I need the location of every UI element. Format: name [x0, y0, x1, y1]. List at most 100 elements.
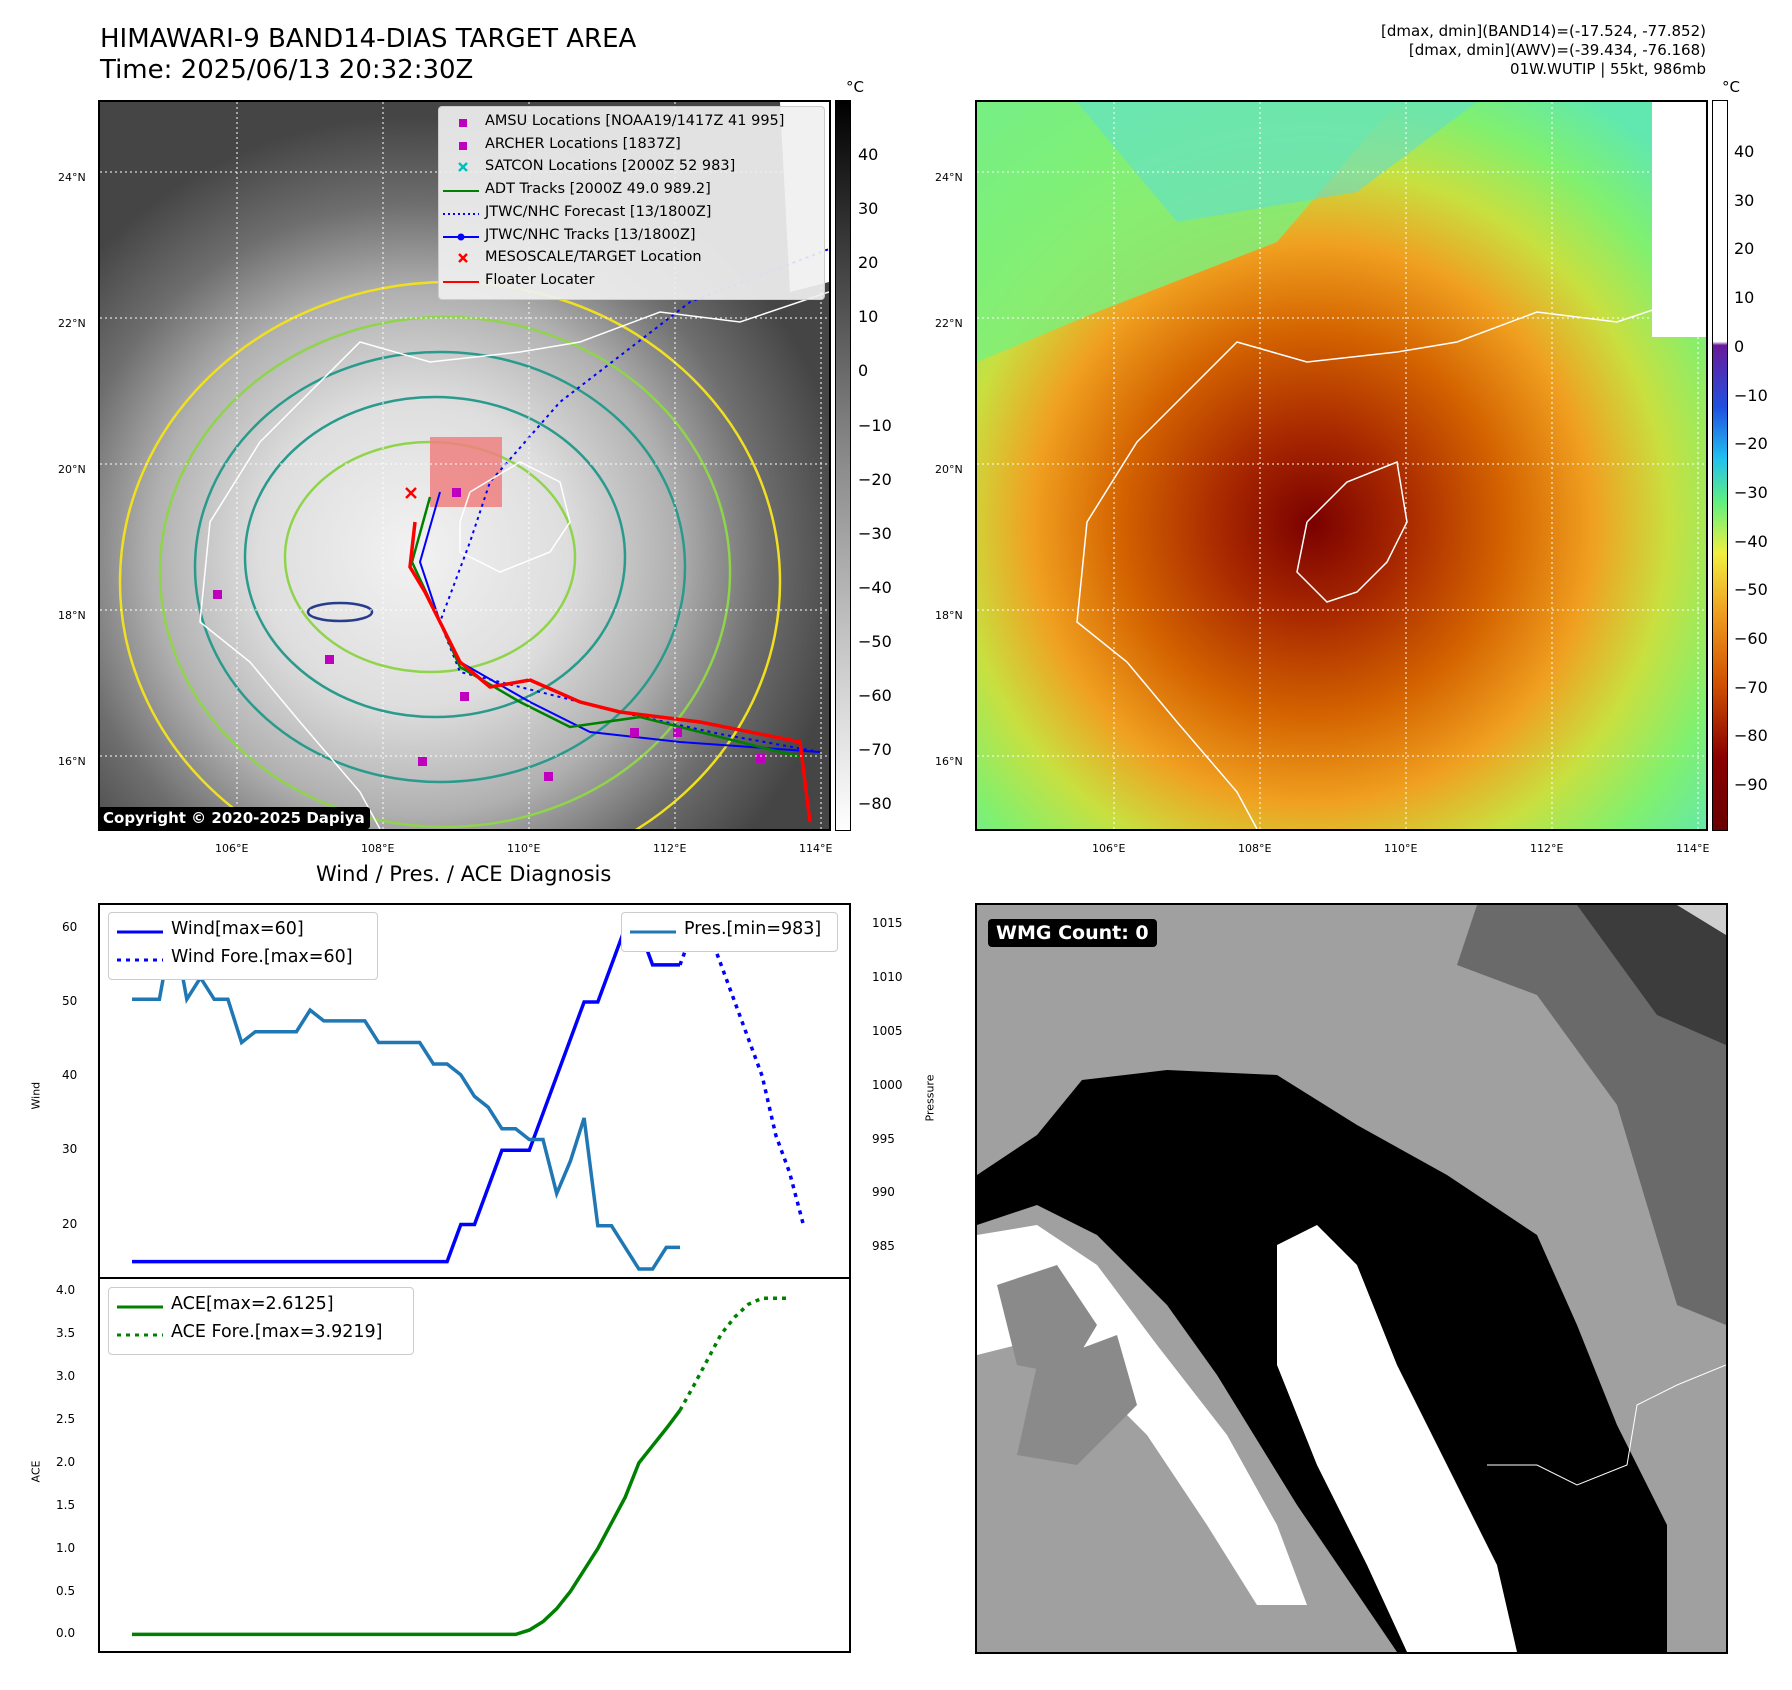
wv-colorbar-tick: −60 [1734, 629, 1768, 648]
ace-tick-label: 1.0 [56, 1540, 76, 1555]
ace-tick-label: 1.5 [56, 1497, 76, 1512]
wv-colorbar-tick: −50 [1734, 580, 1768, 600]
ir-lat-label: 20°N [58, 463, 86, 476]
wind-tick-label: 30 [62, 1142, 78, 1157]
wv-colorbar-tick: 0 [1734, 336, 1745, 356]
ir-colorbar-tick: 30 [858, 199, 879, 219]
legend-ace-forecast: ACE Fore.[max=3.9219] [171, 1322, 383, 1342]
info-line-2: [dmax, dmin](AWV)=(-39.434, -76.168) [1408, 41, 1706, 59]
wv-lat-label: 16°N [935, 755, 963, 768]
ir-lat-label: 22°N [58, 317, 86, 330]
ir-colorbar-tick: 10 [858, 307, 879, 327]
legend-item-floater: Floater Locater [443, 272, 595, 288]
ace-forecast-series-line [678, 1296, 790, 1412]
wv-colorbar-tick: 10 [1734, 288, 1755, 308]
pressure-tick-label: 1005 [872, 1023, 903, 1038]
ace-plot [132, 1296, 790, 1637]
info-line-1: [dmax, dmin](BAND14)=(-17.524, -77.852) [1381, 22, 1706, 40]
pressure-tick-label: 1015 [872, 915, 903, 930]
pressure-tick-label: 1000 [872, 1077, 903, 1092]
legend-wind: Wind[max=60] [171, 919, 304, 939]
pressure-tick-label: 995 [872, 1131, 895, 1146]
wv-colorbar-tick: −40 [1734, 531, 1768, 551]
legend-ace: ACE[max=2.6125] [171, 1294, 334, 1314]
wv-colorbar-tick: −80 [1734, 726, 1768, 746]
ace-tick-label: 0.0 [56, 1626, 76, 1641]
wv-lon-label: 108°E [1238, 842, 1272, 855]
title-line-2: Time: 2025/06/13 20:32:30Z [100, 55, 474, 85]
ace-axis-label: ACE [29, 1460, 43, 1483]
ace-tick-label: 3.0 [56, 1369, 76, 1384]
pressure-series-line [132, 923, 680, 1271]
ir-colorbar [835, 100, 851, 831]
ir-lon-label: 108°E [361, 842, 395, 855]
wv-lon-label: 110°E [1384, 842, 1418, 855]
wind-series-line [132, 926, 680, 1264]
info-line-3: 01W.WUTIP | 55kt, 986mb [1510, 60, 1706, 78]
wind-tick-label: 60 [62, 919, 78, 934]
wv-colorbar-tick: 30 [1734, 190, 1755, 210]
wv-colorbar-tick: −70 [1734, 677, 1768, 697]
legend-pressure: Pres.[min=983] [684, 919, 822, 939]
legend-item-archer: ARCHER Locations [1837Z] [439, 136, 824, 156]
chart-title: HIMAWARI-9 BAND14-DIAS TARGET AREA Time:… [100, 24, 636, 86]
ir-colorbar-unit: °C [846, 78, 864, 96]
wv-lat-label: 24°N [935, 171, 963, 184]
ace-tick-label: 4.0 [56, 1283, 76, 1298]
ace-panel [98, 1277, 851, 1653]
ir-colorbar-tick: −40 [858, 577, 892, 597]
wv-lon-label: 114°E [1676, 842, 1710, 855]
wmg-image [977, 905, 1726, 1652]
legend-item-adt: ADT Tracks [2000Z 49.0 989.2] [443, 181, 711, 197]
ir-lat-label: 16°N [58, 755, 86, 768]
ir-colorbar-tick: 40 [858, 145, 879, 164]
pressure-tick-label: 990 [872, 1185, 895, 1200]
wv-colorbar-tick: −90 [1734, 775, 1768, 795]
wind-tick-label: 50 [62, 994, 78, 1008]
legend-item-jtwc-tracks: JTWC/NHC Tracks [13/1800Z] [439, 227, 824, 247]
wind-legend: Wind[max=60] Wind Fore.[max=60] [108, 912, 378, 980]
legend-wind-forecast: Wind Fore.[max=60] [171, 947, 353, 967]
legend-item-amsu: AMSU Locations [NOAA19/1417Z 41 995] [439, 113, 824, 133]
ir-colorbar-tick: 20 [858, 253, 879, 273]
ir-lon-label: 106°E [215, 842, 249, 855]
wv-colorbar [1712, 100, 1728, 831]
wv-colorbar-tick: −20 [1734, 434, 1768, 454]
ir-lon-label: 112°E [653, 842, 687, 855]
ir-colorbar-tick: −70 [858, 740, 892, 760]
title-line-1: HIMAWARI-9 BAND14-DIAS TARGET AREA [100, 24, 637, 54]
wv-lon-label: 106°E [1092, 842, 1126, 855]
ir-colorbar-tick: 0 [858, 361, 869, 381]
ir-lat-label: 24°N [58, 171, 86, 184]
wv-colorbar-unit: °C [1722, 78, 1740, 96]
wind-tick-label: 20 [62, 1216, 78, 1231]
wv-colorbar-tick: −30 [1734, 482, 1768, 502]
ace-tick-label: 2.5 [56, 1411, 76, 1426]
diagnosis-title: Wind / Pres. / ACE Diagnosis [316, 862, 612, 886]
ace-tick-label: 2.0 [56, 1454, 76, 1469]
wv-colorbar-tick: −10 [1734, 385, 1768, 405]
ir-lon-label: 110°E [507, 842, 541, 855]
wind-axis-label: Wind [29, 1081, 43, 1110]
ace-legend: ACE[max=2.6125] ACE Fore.[max=3.9219] [108, 1287, 414, 1355]
pressure-tick-label: 1010 [872, 969, 903, 984]
wv-lat-label: 18°N [935, 609, 963, 622]
ace-tick-label: 3.5 [56, 1326, 76, 1341]
ir-colorbar-tick: −50 [858, 631, 892, 651]
ir-lat-label: 18°N [58, 609, 86, 622]
ir-lon-label: 114°E [799, 842, 833, 855]
pressure-legend: Pres.[min=983] [621, 912, 838, 952]
wv-lat-label: 22°N [935, 317, 963, 330]
wind-forecast-series-line [678, 926, 805, 1225]
ace-series-line [132, 1409, 682, 1637]
legend-item-jtwc-forecast: JTWC/NHC Forecast [13/1800Z] [443, 204, 712, 220]
ir-colorbar-tick: −80 [858, 794, 892, 814]
wind-tick-label: 40 [62, 1068, 78, 1083]
wv-lon-label: 112°E [1530, 842, 1564, 855]
wv-map-panel [975, 100, 1708, 831]
legend-item-satcon: SATCON Locations [2000Z 52 983] [439, 158, 824, 178]
copyright-label: Copyright © 2020-2025 Dapiya [98, 807, 370, 829]
wv-lat-label: 20°N [935, 463, 963, 476]
ir-colorbar-tick: −30 [858, 523, 892, 543]
wv-colorbar-tick: 20 [1734, 239, 1755, 259]
